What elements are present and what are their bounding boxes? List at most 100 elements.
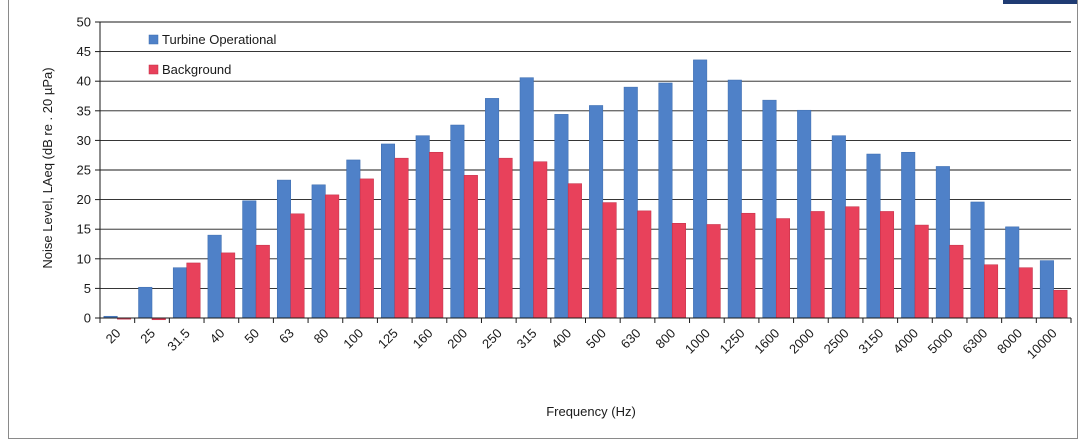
x-tick-label: 6300 xyxy=(959,326,990,357)
bar-turbine-2500 xyxy=(831,135,846,319)
x-tick-label: 250 xyxy=(479,326,505,352)
y-tick-label: 40 xyxy=(77,74,91,89)
bar-background-2500 xyxy=(845,206,860,319)
bar-turbine-125 xyxy=(381,143,396,319)
x-tick-label: 3150 xyxy=(855,326,886,357)
y-tick-label: 50 xyxy=(77,15,91,30)
bar-turbine-1600 xyxy=(762,99,777,319)
y-tick-label: 5 xyxy=(84,281,91,296)
x-tick-label: 8000 xyxy=(994,326,1025,357)
bar-turbine-315 xyxy=(519,77,534,319)
legend-swatch-turbine xyxy=(148,34,159,45)
x-tick-label: 1000 xyxy=(682,326,713,357)
bar-background-63 xyxy=(290,213,305,319)
x-tick-label: 25 xyxy=(137,326,158,347)
bar-background-200 xyxy=(463,175,478,319)
bar-background-8000 xyxy=(1018,267,1033,319)
y-tick-label: 15 xyxy=(77,222,91,237)
y-tick-label: 30 xyxy=(77,133,91,148)
bar-turbine-500 xyxy=(589,105,604,319)
x-tick-label: 2000 xyxy=(786,326,817,357)
bar-turbine-40 xyxy=(207,234,222,319)
x-tick-label: 500 xyxy=(583,326,609,352)
x-tick-label: 315 xyxy=(514,326,540,352)
bar-turbine-63 xyxy=(276,179,291,319)
x-tick-label: 31.5 xyxy=(164,326,193,355)
bar-turbine-630 xyxy=(623,86,638,319)
x-tick-label: 50 xyxy=(241,326,262,347)
bar-turbine-50 xyxy=(242,200,257,319)
bar-turbine-160 xyxy=(415,135,430,319)
bar-turbine-200 xyxy=(450,124,465,319)
bar-background-160 xyxy=(429,151,444,319)
y-tick-labels: 0 5 10 15 20 25 30 35 40 45 50 xyxy=(77,15,91,326)
legend-label-background: Background xyxy=(162,62,231,77)
x-tick-label: 200 xyxy=(444,326,470,352)
header-strip xyxy=(1003,0,1077,4)
bar-background-31.5 xyxy=(186,262,201,319)
bar-turbine-31.5 xyxy=(172,267,187,319)
x-tick-label: 80 xyxy=(311,326,332,347)
bar-background-630 xyxy=(637,210,652,319)
bar-turbine-80 xyxy=(311,184,326,319)
y-tick-label: 10 xyxy=(77,251,91,266)
bar-background-6300 xyxy=(984,264,999,319)
bar-turbine-10000 xyxy=(1039,260,1054,319)
y-tick-label: 0 xyxy=(84,311,91,326)
y-tick-label: 45 xyxy=(77,44,91,59)
bar-turbine-25 xyxy=(138,286,153,319)
bar-background-1000 xyxy=(706,224,721,319)
bar-background-2000 xyxy=(810,211,825,319)
x-tick-label: 1600 xyxy=(751,326,782,357)
bar-background-4000 xyxy=(914,224,929,319)
bar-background-80 xyxy=(325,194,340,319)
bar-turbine-3150 xyxy=(866,153,881,319)
x-tick-labels: 20 25 31.5 40 50 63 80 100 125 160 200 250 315 400 500… xyxy=(103,326,1060,362)
x-tick-label: 2500 xyxy=(821,326,852,357)
x-tick-label: 100 xyxy=(340,326,366,352)
bar-turbine-4000 xyxy=(901,151,916,319)
bar-background-125 xyxy=(394,157,409,319)
y-tick-label: 25 xyxy=(77,163,91,178)
bar-background-1250 xyxy=(741,212,756,319)
bar-turbine-6300 xyxy=(970,201,985,319)
x-tick-label: 400 xyxy=(548,326,574,352)
bar-background-5000 xyxy=(949,244,964,319)
bar-turbine-1250 xyxy=(727,79,742,319)
y-axis-title: Noise Level, LAeq (dB re . 20 µPa) xyxy=(40,67,55,268)
legend-swatch-background xyxy=(148,64,159,75)
x-tick-label: 40 xyxy=(207,326,228,347)
x-tick-label: 4000 xyxy=(890,326,921,357)
bar-background-10000 xyxy=(1053,289,1068,319)
bar-turbine-2000 xyxy=(797,109,812,319)
x-tick-label: 1250 xyxy=(717,326,748,357)
bar-turbine-250 xyxy=(485,98,500,319)
bar-turbine-1000 xyxy=(693,59,708,319)
y-tick-label: 20 xyxy=(77,192,91,207)
x-tick-label: 20 xyxy=(103,326,124,347)
bar-background-315 xyxy=(533,161,548,319)
x-tick-label: 125 xyxy=(375,326,401,352)
x-tick-label: 5000 xyxy=(925,326,956,357)
legend: Turbine Operational Background xyxy=(148,32,277,77)
bar-turbine-800 xyxy=(658,82,673,319)
bar-turbine-5000 xyxy=(935,166,950,319)
bar-background-800 xyxy=(671,223,686,319)
y-tick-label: 35 xyxy=(77,103,91,118)
x-tick-label: 160 xyxy=(410,326,436,352)
bar-background-500 xyxy=(602,202,617,319)
bar-turbine-8000 xyxy=(1005,226,1020,319)
bar-background-100 xyxy=(359,178,374,319)
x-tick-label: 630 xyxy=(618,326,644,352)
bars xyxy=(103,59,1068,321)
bar-background-3150 xyxy=(880,211,895,319)
x-tick-label: 10000 xyxy=(1024,326,1060,362)
bar-background-400 xyxy=(567,183,582,319)
bar-turbine-400 xyxy=(554,114,569,319)
axes xyxy=(95,21,1072,323)
x-tick-label: 63 xyxy=(276,326,297,347)
bar-background-50 xyxy=(255,244,270,319)
legend-label-turbine: Turbine Operational xyxy=(162,32,277,47)
x-tick-label: 800 xyxy=(652,326,678,352)
